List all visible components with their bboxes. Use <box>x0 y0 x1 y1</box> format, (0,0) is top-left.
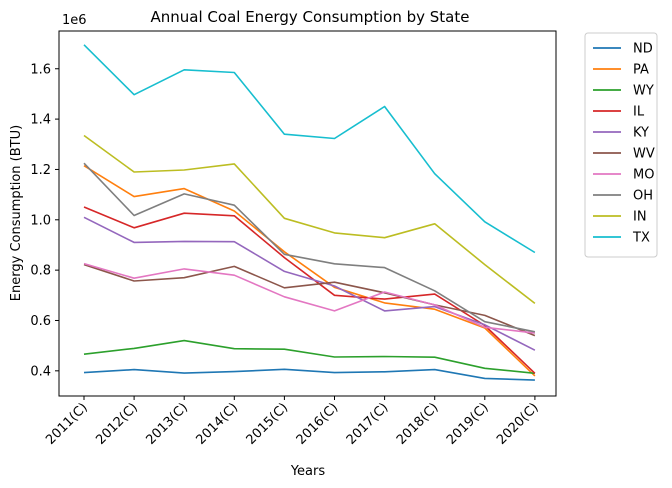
x-tick-label: 2018(C) <box>394 400 442 448</box>
legend-label-ky: KY <box>633 126 649 141</box>
y-offset-label: 1e6 <box>62 13 87 28</box>
y-axis-title: Energy Consumption (BTU) <box>9 125 24 301</box>
series-line-pa <box>83 165 536 377</box>
series-line-ky <box>83 216 536 351</box>
legend-label-wv: WV <box>633 147 655 162</box>
y-tick-label: 1.4 <box>30 113 51 128</box>
legend: ND PA WY IL KY WV MO OH IN TX <box>584 32 658 258</box>
y-tick-label: 1.6 <box>30 62 51 77</box>
legend-label-oh: OH <box>633 189 653 204</box>
series-group <box>83 44 536 381</box>
y-tick-label: 1.0 <box>30 213 51 228</box>
x-axis-title: Years <box>290 464 326 479</box>
legend-label-pa: PA <box>633 63 649 78</box>
series-line-nd <box>83 368 535 381</box>
y-tick-label: 1.2 <box>30 163 51 178</box>
y-tick-label: 0.6 <box>30 314 51 329</box>
x-tick-label: 2019(C) <box>444 400 492 448</box>
x-tick-label: 2013(C) <box>143 400 191 448</box>
legend-frame <box>584 32 658 258</box>
legend-label-wy: WY <box>633 84 654 99</box>
x-tick-label: 2014(C) <box>194 400 242 448</box>
x-tick-label: 2015(C) <box>244 400 292 448</box>
x-tick-label: 2020(C) <box>494 400 542 448</box>
x-axis: 2011(C) 2012(C) 2013(C) 2014(C) 2015(C) 2016(… <box>43 396 542 448</box>
x-tick-label: 2016(C) <box>294 400 342 448</box>
plot-frame <box>58 30 557 397</box>
legend-label-in: IN <box>633 210 647 225</box>
legend-label-tx: TX <box>632 231 650 246</box>
series-line-wv <box>83 263 536 337</box>
legend-label-mo: MO <box>633 168 654 183</box>
y-tick-label: 0.8 <box>30 264 51 279</box>
y-tick-label: 0.4 <box>30 364 51 379</box>
series-line-oh <box>83 162 536 333</box>
chart-title: Annual Coal Energy Consumption by State <box>151 8 470 26</box>
x-tick-label: 2012(C) <box>93 400 141 448</box>
legend-label-il: IL <box>633 105 645 120</box>
series-line-wy <box>83 339 535 375</box>
x-tick-label: 2017(C) <box>344 400 392 448</box>
x-tick-label: 2011(C) <box>43 400 91 448</box>
y-axis: 0.4 0.6 0.8 1.0 1.2 1.4 1.6 <box>30 62 59 379</box>
series-line-mo <box>83 262 535 334</box>
series-line-in <box>83 134 536 305</box>
series-line-tx <box>83 44 536 254</box>
legend-label-nd: ND <box>633 42 653 57</box>
series-line-il <box>83 206 536 374</box>
